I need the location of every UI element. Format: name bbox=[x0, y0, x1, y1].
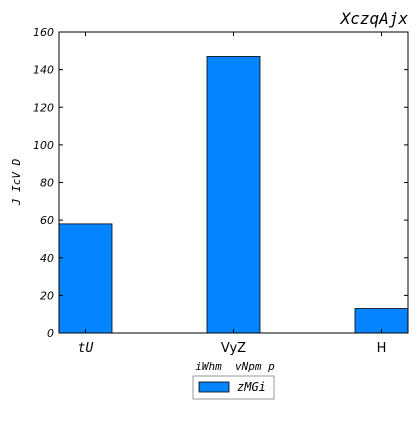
y-axis-label: J IcV D bbox=[10, 158, 23, 206]
y-tick-label: 80 bbox=[40, 177, 54, 190]
y-tick-label: 140 bbox=[33, 64, 54, 77]
chart-title: XczqAjx bbox=[340, 9, 409, 28]
y-tick-label: 60 bbox=[40, 214, 54, 227]
y-tick-label: 20 bbox=[40, 289, 54, 302]
bar bbox=[354, 308, 409, 334]
legend-swatch bbox=[198, 381, 230, 393]
y-tick-label: 100 bbox=[33, 139, 54, 152]
x-tick-label: tU bbox=[78, 341, 94, 356]
y-tick-label: 40 bbox=[40, 252, 54, 265]
y-tick-label: 160 bbox=[33, 26, 54, 39]
x-axis-label: iWhm vNpm p bbox=[195, 360, 275, 373]
plot-area: 0 20 40 60 80 100 120 140 160 tU VyZ H bbox=[33, 26, 409, 356]
y-tick-label: 120 bbox=[33, 101, 54, 114]
bar bbox=[206, 56, 261, 334]
x-tick-label: VyZ bbox=[221, 341, 246, 356]
bar bbox=[58, 223, 113, 334]
y-tick-label: 0 bbox=[47, 327, 54, 340]
legend: zMGi bbox=[192, 375, 275, 400]
x-tick-label: H bbox=[377, 341, 387, 356]
legend-label: zMGi bbox=[237, 380, 266, 394]
